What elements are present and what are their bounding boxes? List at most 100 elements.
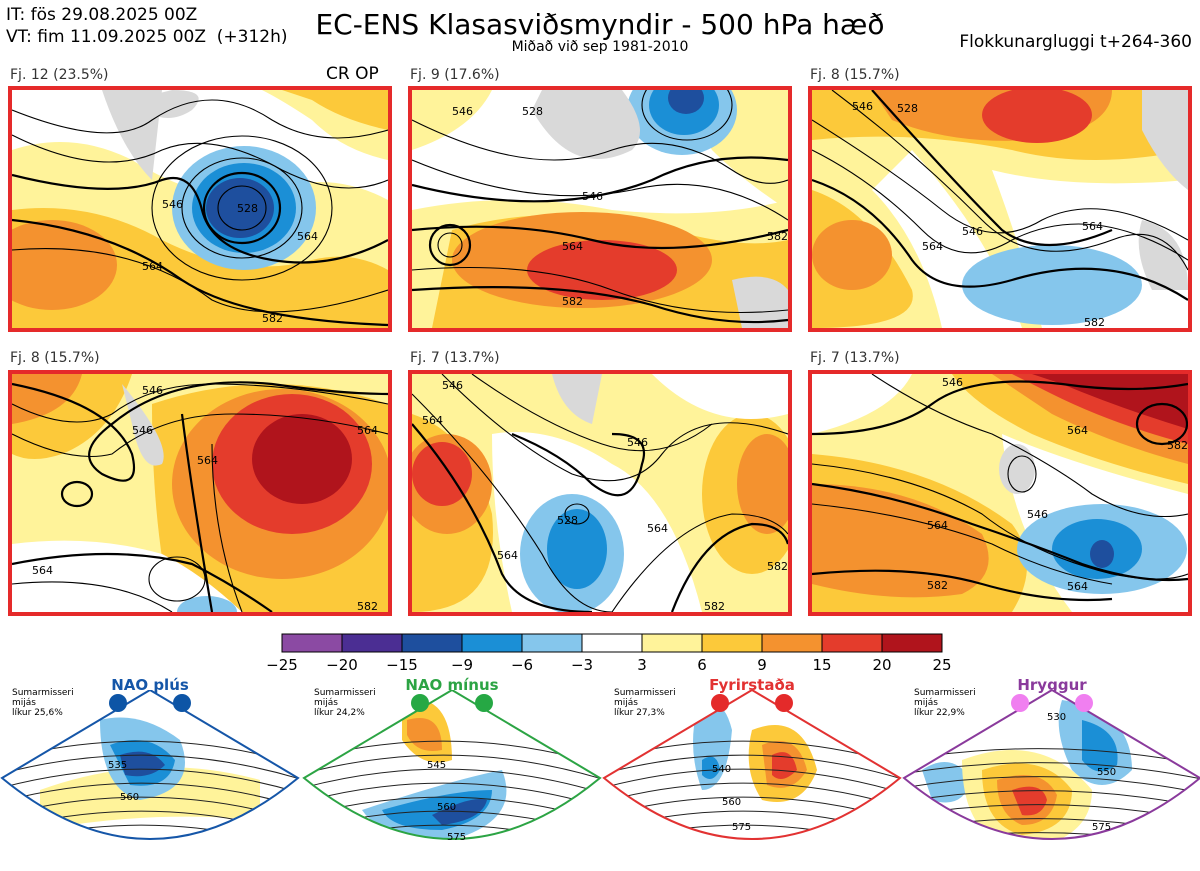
contour-label: 564 bbox=[357, 424, 378, 437]
colorbar-swatch bbox=[641, 633, 703, 653]
regime-contour bbox=[604, 754, 900, 780]
height-contour-bold bbox=[812, 569, 1113, 602]
height-contour-bold bbox=[670, 522, 788, 612]
regime-note-line: Sumarmisseri bbox=[12, 688, 74, 698]
height-contour-bold bbox=[12, 173, 388, 264]
regime-note-line: Sumarmisseri bbox=[314, 688, 376, 698]
panel-label-1: Fj. 12 (23.5%) bbox=[10, 67, 109, 83]
anomaly-neutral bbox=[812, 374, 912, 434]
contour-label: 528 bbox=[522, 105, 543, 118]
classification-window: Flokkunargluggi t+264-360 bbox=[959, 32, 1192, 52]
regime-contour bbox=[604, 768, 900, 794]
contour-label: 528 bbox=[897, 102, 918, 115]
land-ice bbox=[532, 90, 640, 159]
regime-note-line: líkur 25,6% bbox=[12, 708, 63, 718]
valid-time: VT: fim 11.09.2025 00Z (+312h) bbox=[6, 27, 288, 47]
anomaly-positive bbox=[412, 90, 492, 150]
panel-label-2: Fj. 9 (17.6%) bbox=[410, 67, 500, 83]
contour-label: 582 bbox=[704, 600, 725, 612]
contour-label: 546 bbox=[1027, 508, 1048, 521]
regime-contour bbox=[904, 790, 1200, 808]
cluster-map-1: 546 564 528 564 582 bbox=[8, 86, 392, 332]
regime-contour bbox=[304, 782, 600, 808]
colorbar-tick-label: −15 bbox=[386, 656, 418, 674]
height-contour-bold bbox=[511, 432, 645, 497]
regime-contour bbox=[2, 782, 298, 808]
contour-label: 564 bbox=[647, 522, 668, 535]
regime-title: NAO plús bbox=[111, 676, 189, 694]
regime-dot-icon bbox=[1075, 694, 1093, 712]
anomaly-positive bbox=[12, 208, 388, 328]
regime-anomaly bbox=[1012, 848, 1042, 858]
contour-label: 546 bbox=[442, 379, 463, 392]
panel-label-6: Fj. 7 (13.7%) bbox=[810, 350, 900, 366]
regime-note-line: mijás bbox=[12, 698, 36, 708]
init-time: IT: fös 29.08.2025 00Z bbox=[6, 5, 198, 25]
land-ice bbox=[552, 374, 602, 424]
height-contour-bold bbox=[812, 380, 1188, 436]
colorbar-tick-label: −6 bbox=[510, 656, 534, 674]
anomaly-negative bbox=[668, 90, 704, 114]
land-ice bbox=[132, 90, 199, 118]
height-contour bbox=[412, 266, 788, 313]
anomaly-negative bbox=[1090, 540, 1114, 568]
regime-title: NAO mínus bbox=[405, 676, 499, 694]
chart-subtitle: Miðað við sep 1981-2010 bbox=[511, 39, 689, 55]
colorbar-tick-label: 6 bbox=[697, 656, 707, 674]
contour-label: 546 bbox=[627, 436, 648, 449]
contour-label: 582 bbox=[357, 600, 378, 612]
cluster-map-4: 546 546 564 564 564 582 bbox=[8, 370, 392, 616]
regime-note-line: líkur 24,2% bbox=[314, 708, 365, 718]
regime-dot-icon bbox=[411, 694, 429, 712]
colorbar-labels: −25 −20 −15 −9 −6 −3 3 6 9 15 20 25 bbox=[266, 656, 951, 676]
contour-label: 546 bbox=[142, 384, 163, 397]
regime-contour bbox=[2, 754, 298, 780]
regime-dot-icon bbox=[711, 694, 729, 712]
regime-dot-icon bbox=[173, 694, 191, 712]
regime-map: 545 560 575 bbox=[302, 690, 602, 843]
colorbar-swatch bbox=[521, 633, 583, 653]
regime-contour-label: 575 bbox=[1092, 822, 1111, 833]
regime-contour-label: 560 bbox=[437, 802, 456, 813]
height-contour bbox=[181, 157, 303, 259]
regime-anomaly bbox=[772, 752, 797, 779]
cluster-map-5: 546 546 528 564 564 564 582 582 bbox=[408, 370, 792, 616]
colorbar-tick-label: 25 bbox=[932, 656, 952, 674]
cluster-map-3-svg: 546 528 564 546 564 582 bbox=[812, 90, 1188, 328]
contour-label: 564 bbox=[142, 260, 163, 273]
height-contour bbox=[217, 185, 267, 231]
regime-contour-label: 550 bbox=[1097, 767, 1116, 778]
regime-map: 540 560 575 bbox=[602, 690, 902, 840]
cluster-map-4-svg: 546 546 564 564 564 582 bbox=[12, 374, 388, 612]
regime-contour bbox=[2, 768, 298, 794]
cluster-map-6: 546 564 546 564 582 564 582 bbox=[808, 370, 1192, 616]
regime-anomaly bbox=[407, 718, 442, 751]
height-contour-bold bbox=[12, 381, 388, 482]
regime-title: Fyrirstaða bbox=[709, 676, 795, 694]
colorbar-tick-label: 20 bbox=[872, 656, 892, 674]
height-contour bbox=[812, 149, 1188, 261]
regime-note: Sumarmisseri mijás líkur 22,9% bbox=[914, 688, 976, 718]
regime-dot-icon bbox=[475, 694, 493, 712]
regime-contour-label: 560 bbox=[722, 797, 741, 808]
height-contour-bold bbox=[812, 178, 1188, 301]
height-contour bbox=[641, 90, 733, 141]
colorbar bbox=[281, 633, 943, 653]
height-contour-bold bbox=[412, 225, 788, 250]
regime-note-line: mijás bbox=[614, 698, 638, 708]
regime-contour-label: 575 bbox=[732, 822, 751, 833]
contour-label: 564 bbox=[1082, 220, 1103, 233]
colorbar-tick-label: 9 bbox=[757, 656, 767, 674]
height-contour-bold bbox=[412, 156, 788, 203]
height-contour bbox=[412, 393, 613, 612]
land-ice bbox=[1142, 90, 1188, 190]
regime-dot-icon bbox=[109, 694, 127, 712]
contour-label: 582 bbox=[767, 230, 788, 243]
regime-title: Hryggur bbox=[1017, 676, 1087, 694]
panel-label-3: Fj. 8 (15.7%) bbox=[810, 67, 900, 83]
height-contour-bold bbox=[12, 552, 273, 612]
regime-contour-label: 540 bbox=[712, 764, 731, 775]
height-contour-bold bbox=[1135, 402, 1188, 446]
regime-note: Sumarmisseri mijás líkur 27,3% bbox=[614, 688, 676, 718]
height-contour bbox=[471, 374, 713, 452]
